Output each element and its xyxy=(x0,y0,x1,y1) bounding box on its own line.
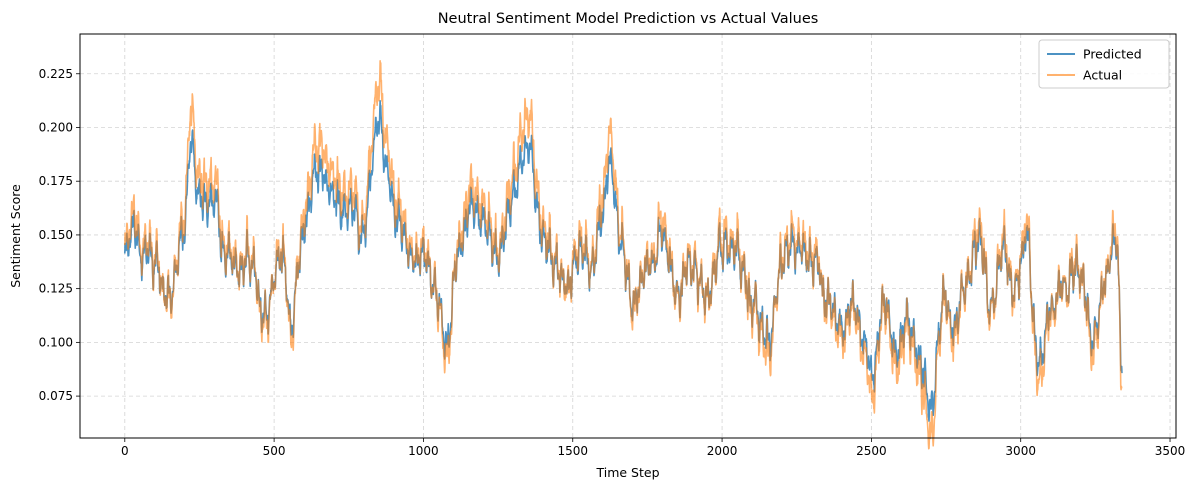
series-layer xyxy=(124,59,1123,450)
ticks: 0 500 1000 1500 2000 2500 3000 3500 0.075 0.100 0.… xyxy=(39,67,1186,458)
y-tick-label: 0.150 xyxy=(39,228,73,242)
series-line-actual xyxy=(124,59,1123,450)
legend: Predicted Actual xyxy=(1038,39,1170,89)
chart-title: Neutral Sentiment Model Prediction vs Ac… xyxy=(438,11,819,27)
x-tick-label: 2500 xyxy=(856,444,887,458)
x-tick-label: 1500 xyxy=(557,444,588,458)
legend-label-predicted: Predicted xyxy=(1083,47,1142,62)
y-tick-label: 0.225 xyxy=(39,67,73,81)
x-tick-label: 2000 xyxy=(707,444,738,458)
x-tick-label: 500 xyxy=(263,444,286,458)
plot-frame xyxy=(79,33,1177,439)
legend-label-actual: Actual xyxy=(1083,68,1122,83)
y-axis-title: Sentiment Score xyxy=(8,184,23,288)
y-tick-label: 0.200 xyxy=(39,120,73,134)
y-tick-label: 0.075 xyxy=(39,389,73,403)
x-tick-label: 0 xyxy=(121,444,129,458)
y-tick-label: 0.125 xyxy=(39,282,73,296)
x-tick-label: 3000 xyxy=(1005,444,1036,458)
y-tick-label: 0.100 xyxy=(39,335,73,349)
y-tick-label: 0.175 xyxy=(39,174,73,188)
x-tick-label: 1000 xyxy=(408,444,439,458)
x-axis-title: Time Step xyxy=(595,465,659,480)
x-tick-label: 3500 xyxy=(1155,444,1186,458)
